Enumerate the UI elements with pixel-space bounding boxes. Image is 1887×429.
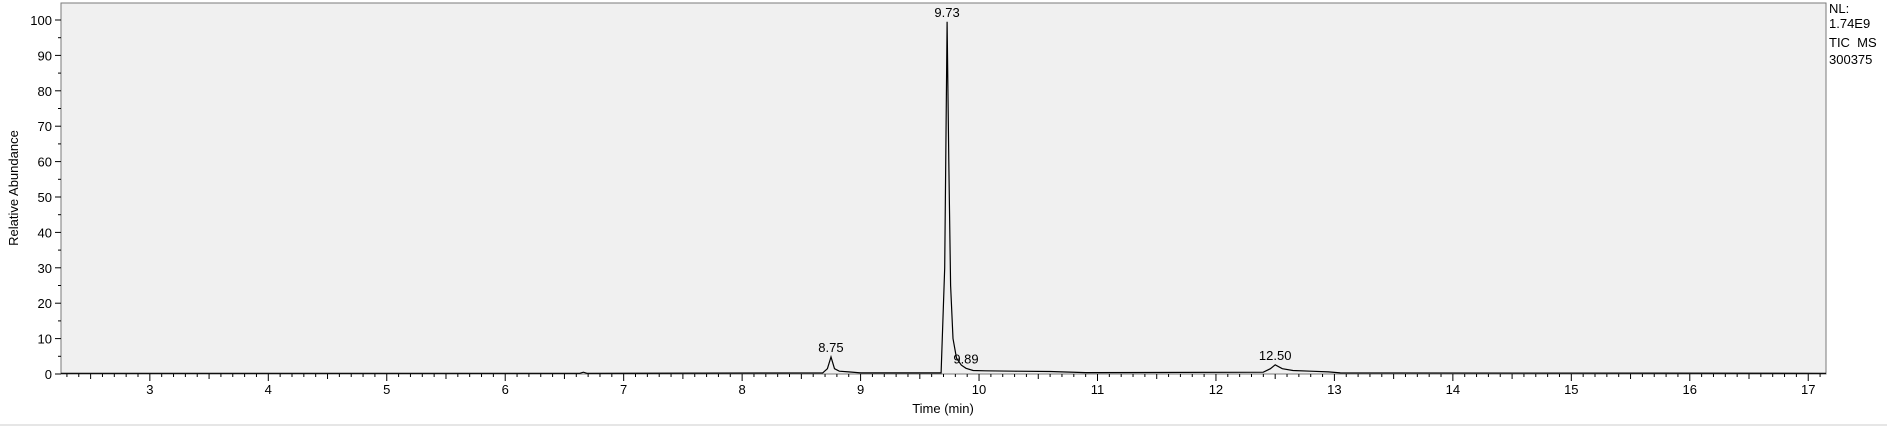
x-tick-label: 5 [383,382,390,397]
x-tick-label: 6 [502,382,509,397]
y-tick-label: 60 [38,155,52,170]
x-tick-label: 4 [265,382,272,397]
tic-trace-line [61,21,1827,374]
info-line-scan: TIC MS [1829,35,1877,50]
y-tick-label: 30 [38,261,52,276]
info-line-level: 1.74E9 [1829,16,1870,31]
x-tick-label: 13 [1327,382,1341,397]
y-axis-title: Relative Abundance [6,130,21,246]
x-tick-label: 7 [620,382,627,397]
y-tick-label: 10 [38,332,52,347]
x-tick-label: 3 [146,382,153,397]
y-axis: 0 10 20 30 40 50 60 70 80 90 100 [30,13,61,382]
peak-labels: 8.75 9.73 9.89 12.50 [818,5,1291,367]
x-tick-label: 12 [1209,382,1223,397]
y-tick-label: 70 [38,119,52,134]
normalization-info: NL: 1.74E9 TIC MS 300375 [1829,1,1877,67]
y-tick-label: 90 [38,48,52,63]
x-tick-label: 14 [1446,382,1460,397]
x-tick-label: 11 [1091,382,1105,397]
x-axis-title: Time (min) [912,401,974,416]
x-tick-label: 10 [972,382,986,397]
peak-label: 8.75 [818,340,843,355]
y-tick-label: 40 [38,225,52,240]
y-tick-label: 0 [45,367,52,382]
y-tick-label: 20 [38,296,52,311]
peak-label: 9.73 [934,5,959,20]
x-tick-label: 17 [1801,382,1815,397]
info-line-nl: NL: [1829,1,1849,16]
y-tick-label: 80 [38,84,52,99]
info-line-file: 300375 [1829,52,1872,67]
x-tick-label: 16 [1683,382,1697,397]
y-tick-label: 50 [38,190,52,205]
x-tick-label: 8 [739,382,746,397]
x-axis: 3 4 5 6 7 8 9 10 11 12 13 14 15 16 17 [66,374,1821,397]
y-tick-label: 100 [30,13,52,28]
x-tick-label: 9 [857,382,864,397]
peak-label: 9.89 [953,351,978,366]
x-tick-label: 15 [1564,382,1578,397]
peak-label: 12.50 [1259,348,1292,363]
